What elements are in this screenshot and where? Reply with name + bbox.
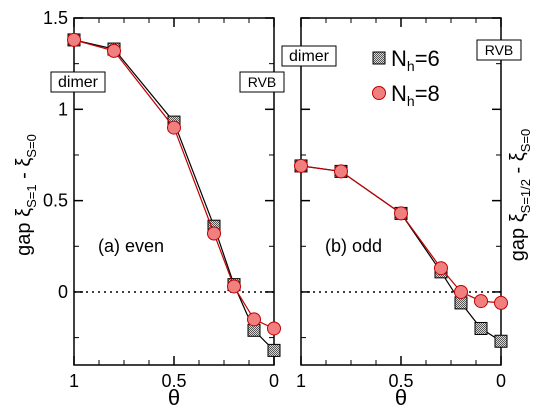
data-point-nh6	[494, 334, 508, 348]
annotation-box	[239, 71, 285, 93]
annotation-dimer: dimer	[58, 74, 99, 91]
y-label-sub1: S=1/2	[518, 179, 533, 213]
y-axis-label: gap ξS=1/2 - ξS=0	[507, 129, 533, 261]
legend-marker-nh6	[372, 51, 386, 65]
data-point-nh8	[454, 284, 468, 299]
x-tick-label: 0.5	[161, 371, 186, 391]
plot-frame	[73, 17, 275, 366]
data-point-nh6	[474, 321, 488, 335]
legend-sub: h	[407, 93, 415, 109]
y-label-main: gap ξ	[507, 213, 529, 261]
series-line-nh8	[300, 165, 502, 304]
x-tick-label: 0	[269, 371, 279, 391]
y-label-sub2: S=0	[518, 129, 533, 153]
legend-sub: h	[407, 58, 415, 74]
y-label-sub2: S=0	[24, 134, 39, 158]
y-tick-label: 1	[58, 99, 68, 119]
x-axis-label: θ	[168, 385, 180, 410]
y-tick-label: 0.5	[43, 191, 68, 211]
data-point-nh8	[334, 164, 348, 179]
data-point-nh8	[67, 32, 81, 47]
panel-odd: 1 0.5 0 θ gap ξS=1/2 - ξS=0 (b) odd dimer RVB Nh…	[281, 17, 533, 410]
annotation-box	[281, 45, 337, 67]
annotation-box	[476, 39, 522, 61]
x-tick-label: 1	[69, 371, 79, 391]
data-point-nh8	[474, 294, 488, 309]
data-point-nh8	[207, 226, 221, 241]
data-point-nh8	[227, 279, 241, 294]
data-point-nh8	[167, 120, 181, 135]
legend-prefix: N	[391, 46, 407, 71]
y-label-mid: - ξ	[13, 158, 35, 185]
x-tick-label: 0	[496, 371, 506, 391]
legend-marker-nh8	[372, 86, 386, 100]
y-label-sub1: S=1	[24, 184, 39, 208]
legend-label: Nh=8	[391, 81, 440, 109]
annotation-rvb: RVB	[485, 42, 514, 58]
data-point-nh8	[107, 43, 121, 58]
data-point-nh8	[247, 312, 261, 327]
annotation-dimer: dimer	[289, 48, 330, 65]
data-point-nh8	[394, 206, 408, 221]
y-tick-label: 0	[58, 282, 68, 302]
legend-value: =6	[415, 46, 440, 71]
legend-prefix: N	[391, 81, 407, 106]
panel-label: (b) odd	[325, 236, 382, 256]
legend-label: Nh=6	[391, 46, 440, 74]
y-tick-label: 1.5	[43, 8, 68, 28]
y-axis-label: gap ξS=1 - ξS=0	[13, 134, 39, 256]
panel-label: (a) even	[98, 236, 164, 256]
y-label-mid: - ξ	[507, 152, 529, 179]
data-point-nh6	[267, 343, 281, 357]
legend: Nh=6Nh=8	[372, 46, 440, 109]
x-axis-label: θ	[395, 385, 407, 410]
data-point-nh8	[267, 321, 281, 336]
panel-even: 1 0.5 0 0 0.5 1 1.5 θ gap ξS=1 - ξS=0 (a) even dim…	[13, 8, 285, 410]
x-tick-label: 0.5	[388, 371, 413, 391]
x-tick-label: 1	[296, 371, 306, 391]
legend-value: =8	[415, 81, 440, 106]
y-label-main: gap ξ	[13, 208, 35, 256]
annotation-box	[50, 71, 106, 93]
annotation-rvb: RVB	[248, 74, 277, 90]
data-point-nh8	[434, 261, 448, 276]
data-point-nh8	[494, 295, 508, 310]
data-point-nh8	[294, 158, 308, 173]
